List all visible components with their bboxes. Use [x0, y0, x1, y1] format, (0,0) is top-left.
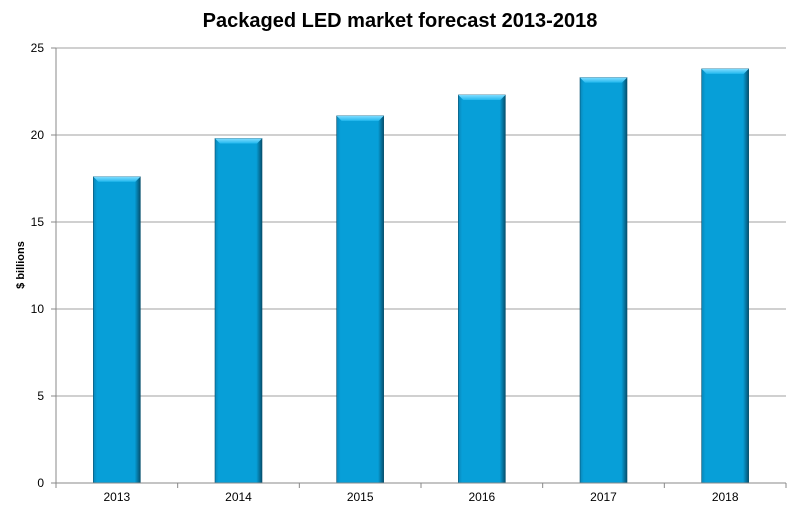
bar-highlight — [701, 68, 749, 74]
y-axis-label: $ billions — [15, 241, 27, 289]
y-tick-label: 20 — [31, 128, 45, 142]
bar — [579, 77, 628, 484]
bar — [93, 176, 141, 484]
y-tick-label: 25 — [31, 41, 45, 55]
bar-highlight — [336, 115, 384, 121]
x-tick-label: 2016 — [468, 490, 495, 504]
bar — [214, 138, 263, 484]
bar-highlight — [93, 176, 141, 182]
bar-2015 — [336, 115, 384, 484]
bar-highlight — [580, 77, 627, 83]
bar-2018 — [701, 68, 749, 484]
y-tick-label: 0 — [37, 476, 44, 490]
y-tick-label: 10 — [31, 302, 45, 316]
bar-2017 — [579, 77, 628, 484]
bar — [458, 94, 506, 484]
bar-2016 — [458, 94, 506, 484]
bar-2014 — [214, 138, 263, 484]
x-tick-label: 2018 — [712, 490, 739, 504]
bar — [701, 68, 749, 484]
bar — [336, 115, 384, 484]
y-tick-label: 5 — [37, 389, 44, 403]
x-tick-label: 2017 — [590, 490, 617, 504]
bar-highlight — [215, 138, 262, 144]
x-tick-label: 2014 — [225, 490, 252, 504]
bar-2013 — [93, 176, 141, 484]
bar-highlight — [458, 94, 506, 100]
chart-title: Packaged LED market forecast 2013-2018 — [203, 10, 598, 32]
x-tick-label: 2013 — [103, 490, 130, 504]
x-tick-label: 2015 — [347, 490, 374, 504]
y-tick-label: 15 — [31, 215, 45, 229]
